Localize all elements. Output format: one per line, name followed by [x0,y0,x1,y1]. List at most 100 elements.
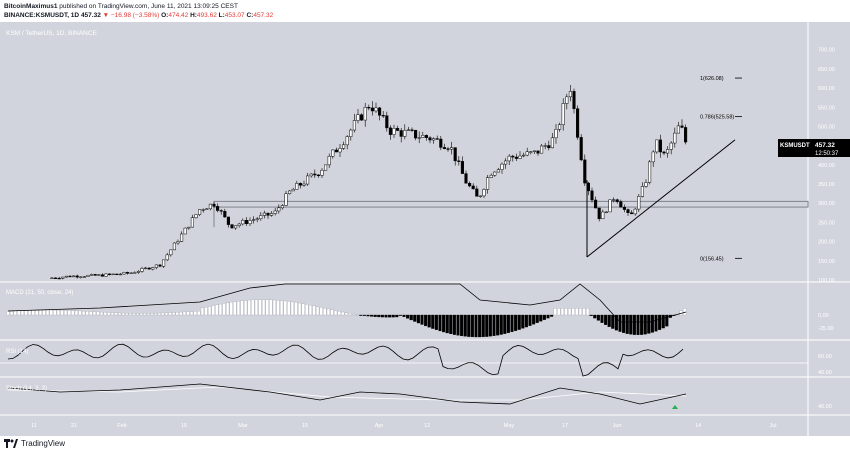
candle-body [622,206,626,210]
macd-histogram-bar [564,308,568,316]
symbol-info: BINANCE:KSMUSDT, 1D 457.32 ▼ −16.98 (−3.… [4,12,273,19]
macd-histogram-bar [553,308,557,316]
candle-body [414,129,418,139]
candle-body [302,183,306,186]
macd-histogram-bar [146,313,150,316]
price-tick: 250.00 [818,220,835,226]
candle-body [594,199,598,209]
last-price-tag: KSMUSDT 457.32 12:50:37 [778,139,850,157]
chart-area[interactable]: 1(626.08) 0.786(525.58) 0(156.45) 700.00 65… [0,22,850,436]
macd-histogram-bar [204,306,208,316]
candle-body [550,137,554,149]
candle-body [403,130,407,137]
change-value: ▼ −16.98 (−3.58%) [102,12,160,19]
candle-body [478,195,482,197]
candle-body [90,274,94,276]
macd-histogram-bar [460,314,464,337]
candle-body [619,201,623,208]
macd-histogram-bar [247,299,251,316]
candle-body [223,210,227,218]
candle-body [356,114,360,121]
macd-histogram-bar [193,311,197,316]
macd-histogram-bar [506,314,510,333]
candle-body [306,175,310,185]
macd-histogram-bar [20,310,24,316]
macd-histogram-bar [431,314,435,329]
candle-body [450,147,454,150]
time-tick: 21 [71,423,77,429]
candle-body [482,189,486,197]
candle-body [205,208,209,210]
last-value: 457.32 [80,12,101,19]
candle-body [151,267,155,270]
candle-body [392,128,396,135]
candle-body [129,272,133,274]
macd-histogram-bar [352,313,356,316]
indicator-tick: 40.00 [818,404,832,410]
candle-body [327,156,331,166]
candle-body [612,199,616,201]
macd-histogram-bar [488,314,492,337]
macd-histogram-bar [632,314,636,335]
candle-body [590,190,594,201]
macd-histogram-bar [445,314,449,334]
candle-body [676,125,680,134]
candle-body [241,219,245,225]
macd-histogram-bar [618,314,622,332]
time-tick: 12 [424,423,430,429]
stoch-label: Stoch (14, 3, 3) [6,386,47,392]
candle-body [54,277,58,279]
macd-histogram-bar [103,312,107,316]
indicator-tick: 0.00 [818,313,829,319]
candle-body [558,124,562,130]
macd-histogram-bar [366,314,370,317]
candle-body [493,171,497,176]
candle-body [360,114,364,121]
candle-body [298,183,302,186]
macd-histogram-bar [110,312,114,316]
candle-body [554,128,558,139]
macd-histogram-bar [251,299,255,316]
candle-body [104,273,108,277]
time-tick: 17 [562,423,568,429]
candle-body [147,267,151,270]
macd-histogram-bar [463,314,467,337]
open-label: O: [161,12,169,19]
publisher-name[interactable]: BitcoinMaximus1 [4,3,58,10]
macd-histogram-bar [596,314,600,321]
macd-histogram-bar [100,311,104,316]
last-price-tag-bg [778,139,814,157]
macd-histogram-bar [661,314,665,329]
macd-histogram-bar [190,311,194,316]
macd-histogram-bar [154,313,158,316]
macd-histogram-bar [388,314,392,318]
macd-histogram-bar [208,306,212,316]
price-chart-svg[interactable]: 1(626.08) 0.786(525.58) 0(156.45) 700.00 65… [0,22,850,436]
time-tick: 11 [31,423,37,429]
candle-body [648,161,652,183]
candle-body [280,205,284,209]
candle-body [446,148,450,150]
candle-body [543,145,547,147]
chart-header: BitcoinMaximus1 published on TradingView… [0,0,850,22]
candle-body [115,273,119,276]
last-price-symbol: KSMUSDT [780,143,810,149]
candle-body [547,145,551,149]
macd-histogram-bar [377,314,381,318]
macd-histogram-bar [456,314,460,336]
tradingview-logo[interactable]: TradingView [4,439,65,448]
macd-histogram-bar [398,314,402,316]
macd-histogram-bar [31,310,35,316]
macd-histogram-bar [607,314,611,327]
macd-histogram-bar [200,307,204,316]
candle-body [529,151,533,153]
candle-body [352,120,356,131]
macd-histogram-bar [420,314,424,325]
candle-body [266,212,270,216]
candle-body [144,267,148,270]
chart-title: KSM / TetherUS, 1D, BINANCE [6,30,98,37]
candle-body [345,136,349,146]
macd-histogram-bar [647,314,651,334]
candle-body [583,159,587,184]
macd-histogram-bar [474,314,478,338]
